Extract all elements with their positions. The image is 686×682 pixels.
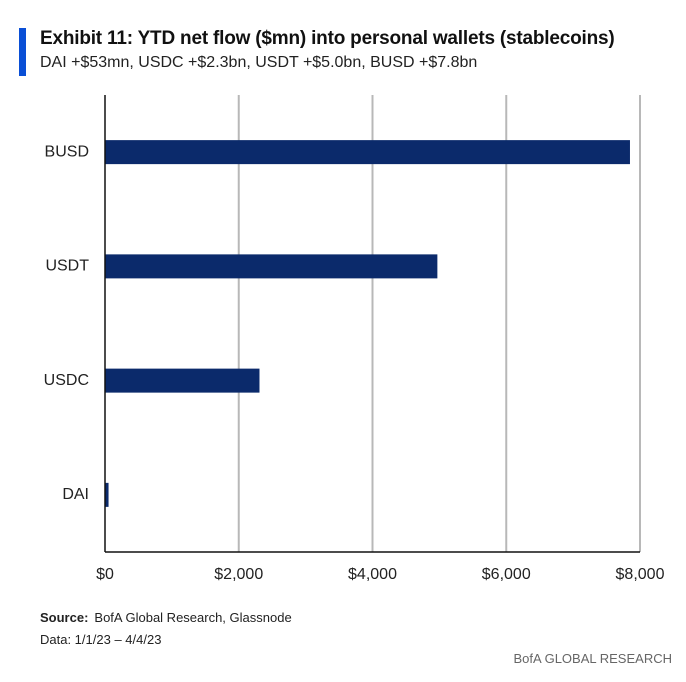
category-label-dai: DAI: [62, 486, 89, 503]
x-tick-label-1: $2,000: [214, 566, 263, 583]
source-note: Source: BofA Global Research, Glassnode: [40, 610, 292, 625]
chart-subtitle: DAI +$53mn, USDC +$2.3bn, USDT +$5.0bn, …: [40, 54, 478, 71]
x-tick-label-3: $6,000: [482, 566, 531, 583]
x-tick-label-4: $8,000: [616, 566, 665, 583]
source-label: Source:: [40, 610, 89, 625]
category-label-busd: BUSD: [45, 143, 89, 160]
category-label-usdt: USDT: [45, 258, 89, 275]
bar-chart: BUSD USDT USDC DAI $0 $2,000 $4,000 $6,000 $8,00…: [44, 95, 665, 583]
brand-label: BofA GLOBAL RESEARCH: [513, 651, 672, 666]
source-text: BofA Global Research, Glassnode: [94, 610, 292, 625]
chart-title: Exhibit 11: YTD net flow ($mn) into pers…: [40, 28, 615, 49]
bar-dai: [105, 482, 109, 507]
bar-usdc: [105, 368, 260, 393]
category-label-usdc: USDC: [44, 372, 89, 389]
x-tick-label-2: $4,000: [348, 566, 397, 583]
x-tick-label-0: $0: [96, 566, 114, 583]
data-range-note: Data: 1/1/23 – 4/4/23: [40, 632, 162, 647]
bar-busd: [105, 140, 630, 165]
title-accent-bar: [19, 28, 26, 76]
bar-usdt: [105, 254, 438, 279]
